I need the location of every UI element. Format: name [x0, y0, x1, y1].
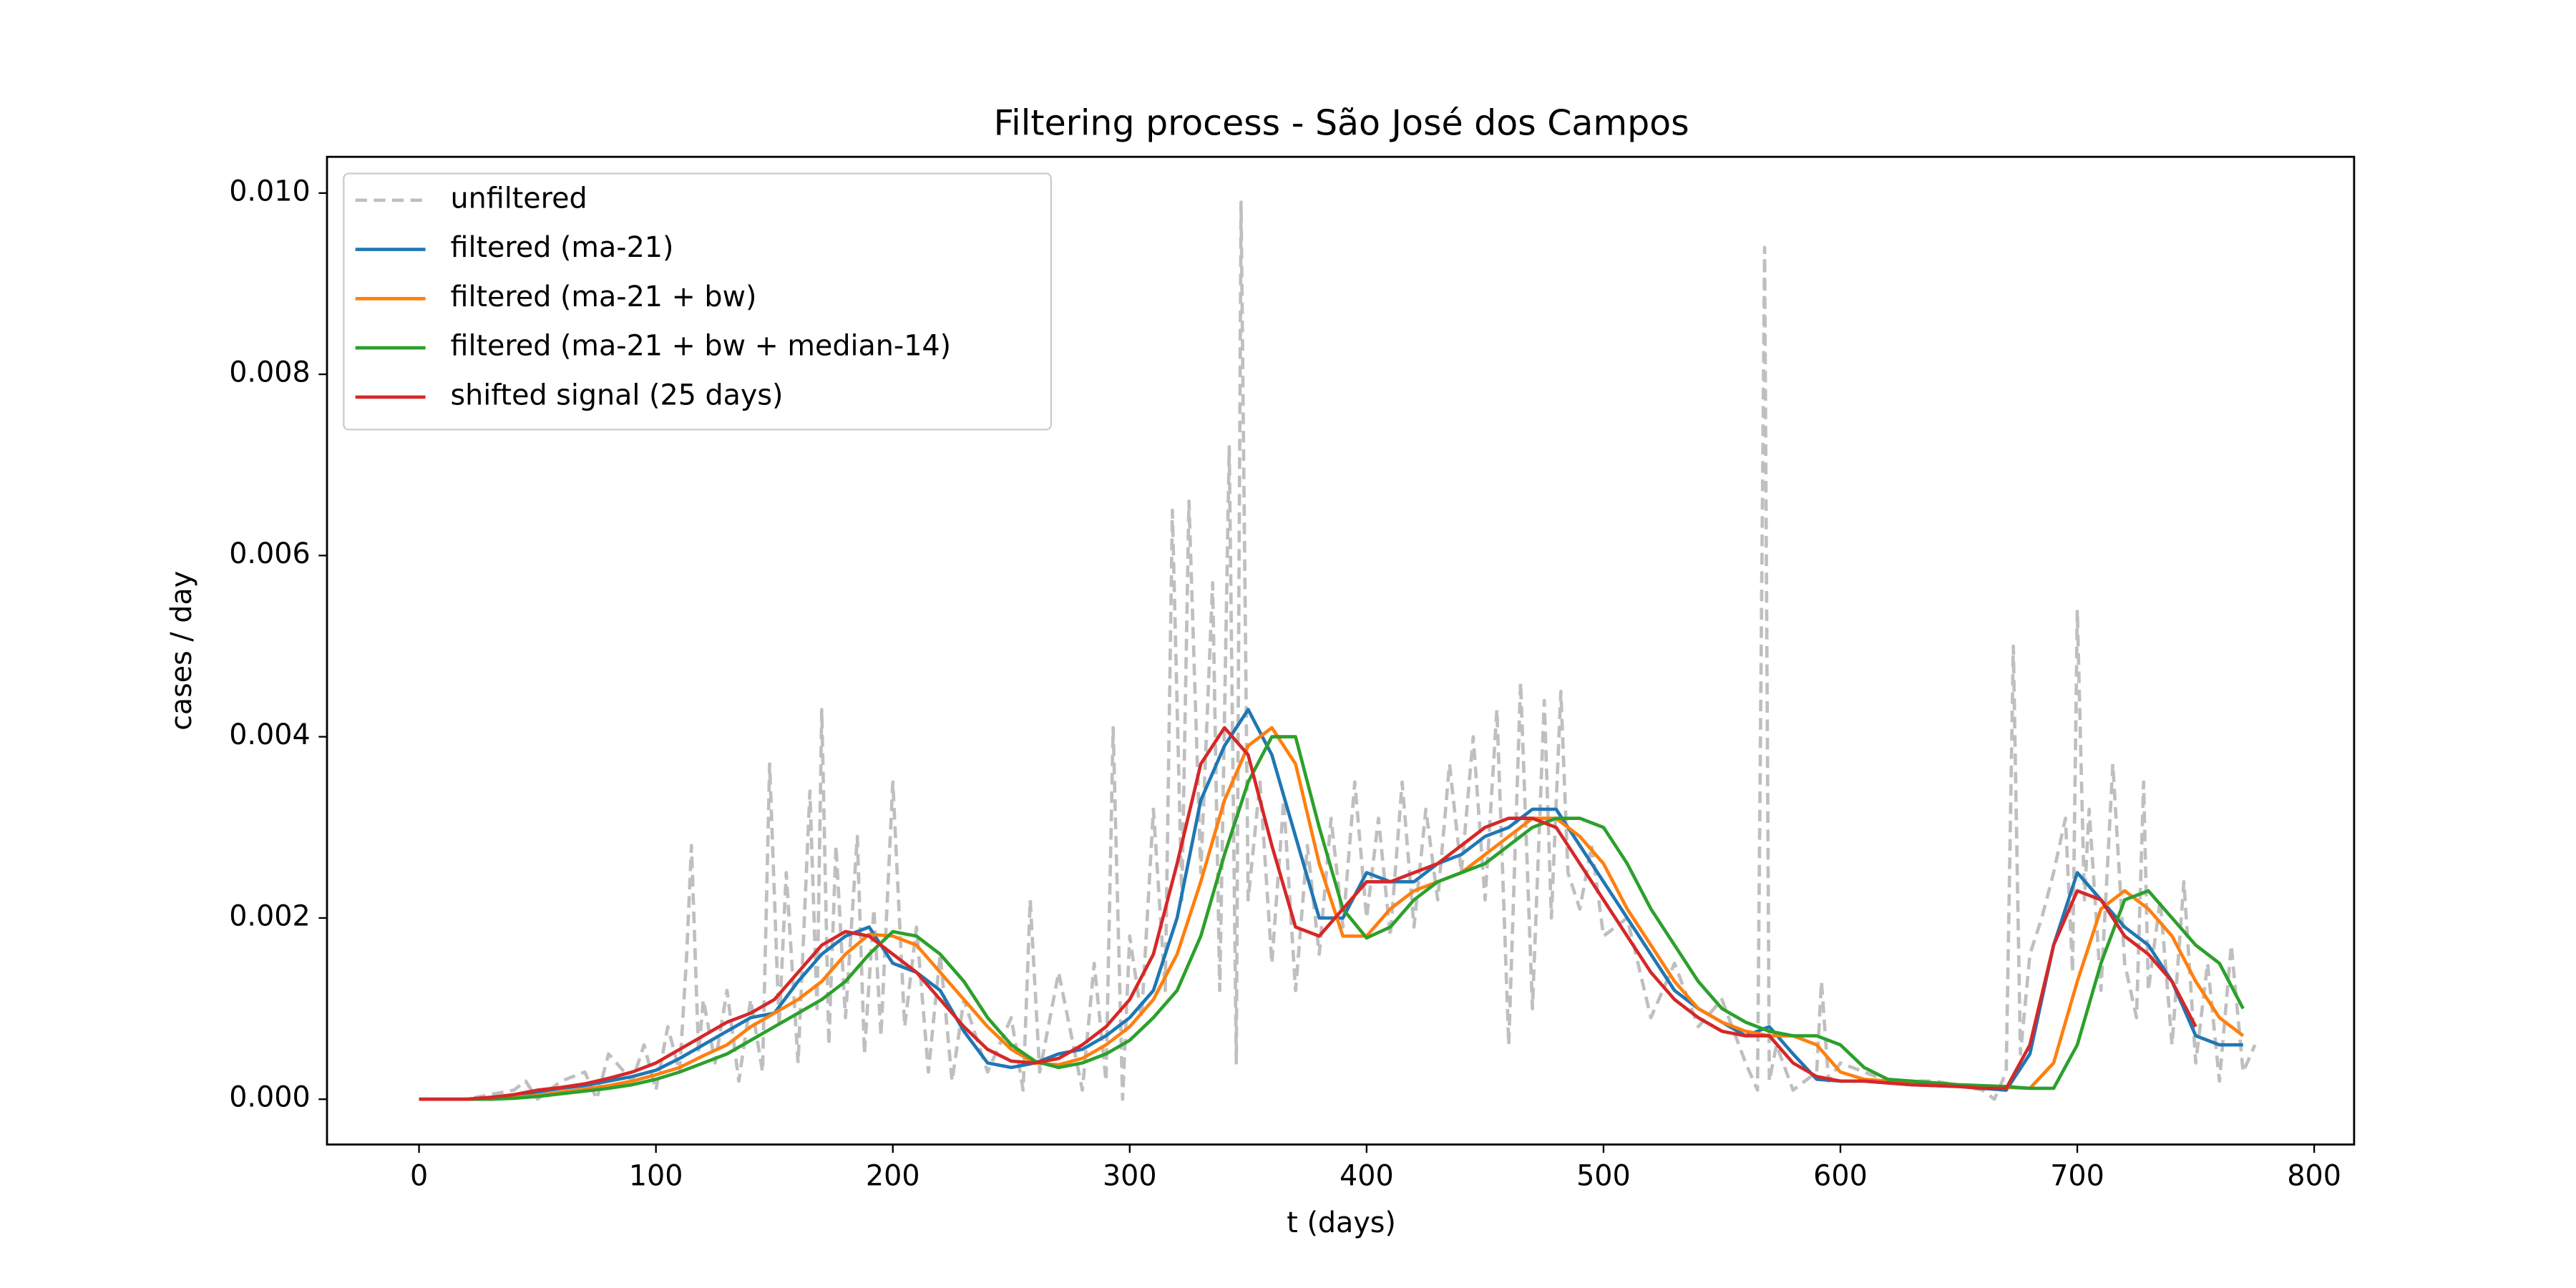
legend-label: filtered (ma-21 + bw) — [451, 280, 757, 313]
legend-label: filtered (ma-21 + bw + median-14) — [451, 330, 952, 363]
data-line — [419, 726, 2197, 1101]
legend-label: filtered (ma-21) — [451, 231, 674, 264]
y-axis-label: cases / day — [165, 571, 198, 731]
x-tick-label: 0 — [410, 1160, 428, 1193]
axes-frame — [326, 155, 2356, 1146]
chart-title: Filtering process - São José dos Campos — [994, 102, 1689, 143]
plot-area — [419, 200, 2257, 1101]
x-tick-label: 500 — [1576, 1160, 1631, 1193]
legend-label: shifted signal (25 days) — [451, 379, 784, 411]
x-axis-label: t (days) — [1287, 1206, 1396, 1239]
x-tick-label: 700 — [2050, 1160, 2104, 1193]
data-line — [419, 200, 2257, 1101]
y-tick-label: 0.010 — [229, 175, 310, 208]
legend-box — [343, 172, 1053, 431]
x-tick-label: 800 — [2287, 1160, 2341, 1193]
x-tick-label: 400 — [1340, 1160, 1394, 1193]
x-tick-label: 100 — [629, 1160, 683, 1193]
data-line — [419, 735, 2245, 1101]
x-tick-label: 200 — [866, 1160, 920, 1193]
y-tick-label: 0.006 — [229, 537, 310, 570]
x-tick-label: 600 — [1813, 1160, 1868, 1193]
legend-label: unfiltered — [451, 182, 587, 215]
y-tick-label: 0.004 — [229, 718, 310, 751]
y-tick-label: 0.002 — [229, 899, 310, 932]
legend: unfiltered filtered (ma-21) filtered (ma-2… — [343, 172, 1053, 431]
x-tick-label: 300 — [1103, 1160, 1157, 1193]
y-tick-label: 0.008 — [229, 356, 310, 389]
y-tick-label: 0.000 — [229, 1081, 310, 1114]
